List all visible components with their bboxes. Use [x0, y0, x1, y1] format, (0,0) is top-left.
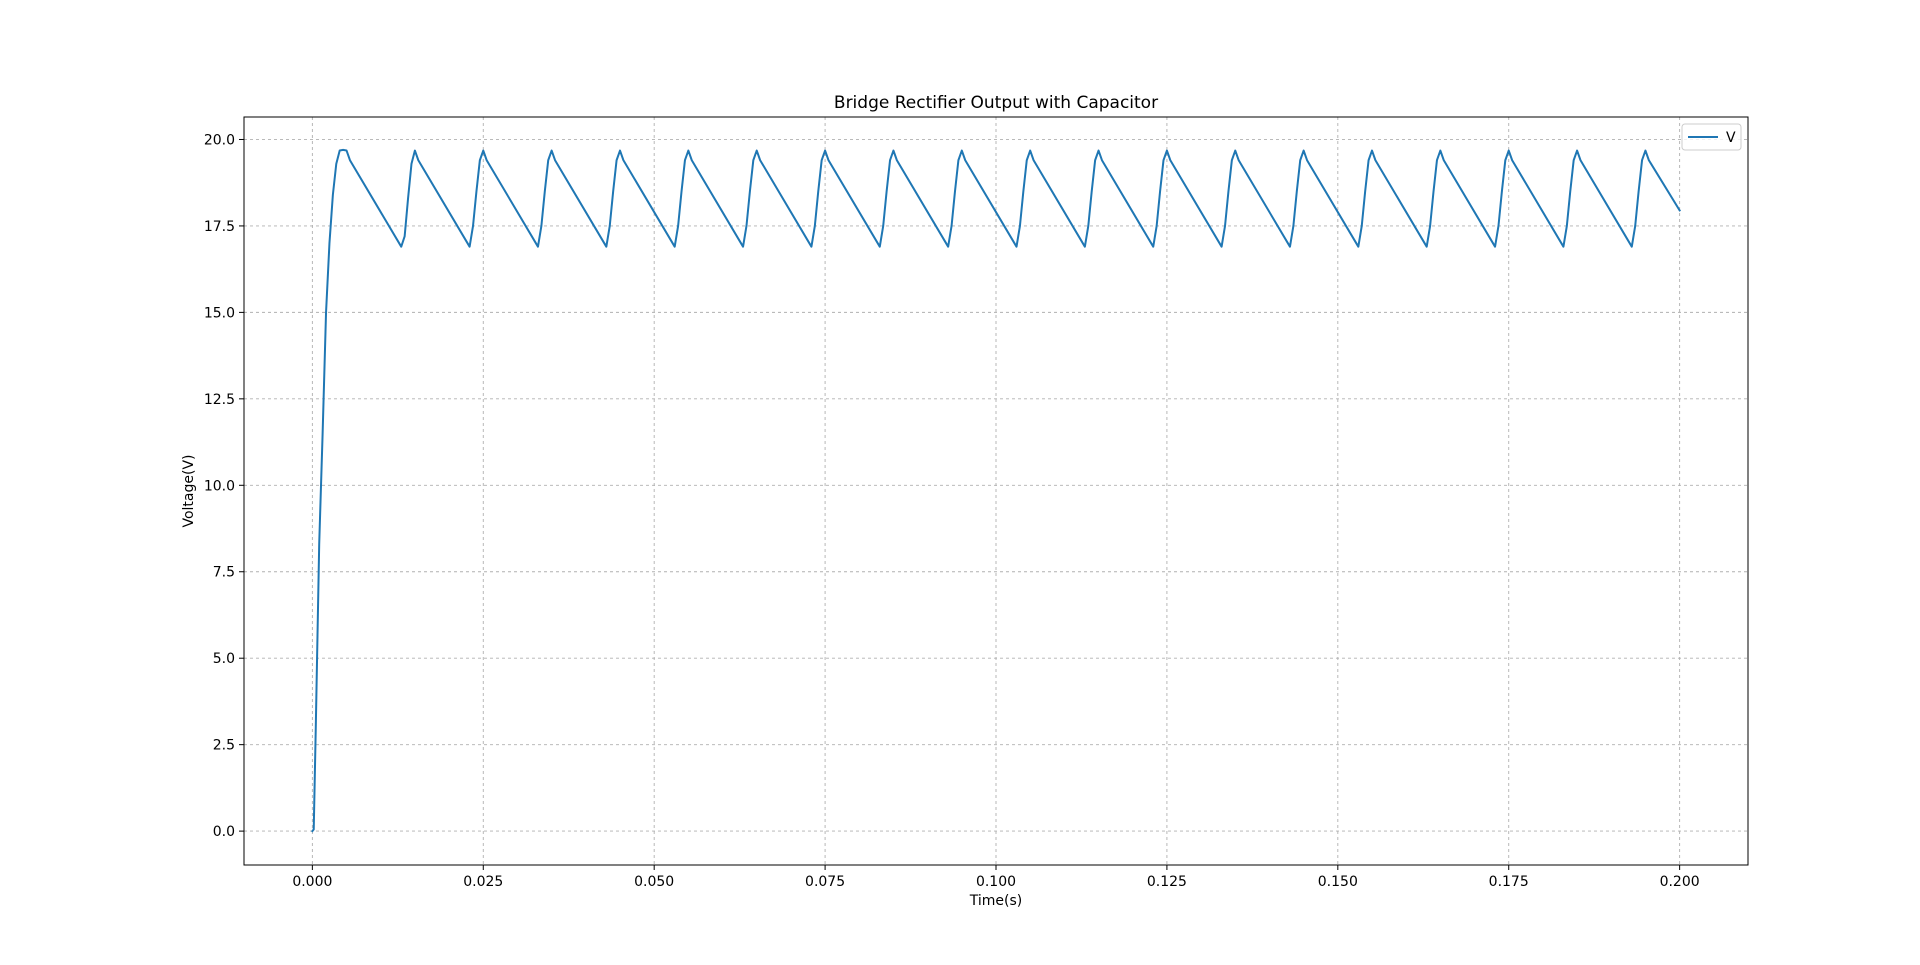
x-tick-label: 0.100 [976, 874, 1016, 890]
x-axis-label: Time(s) [969, 893, 1022, 909]
chart-title: Bridge Rectifier Output with Capacitor [834, 93, 1158, 113]
grid [244, 117, 1748, 865]
x-tick-label: 0.200 [1660, 874, 1700, 890]
x-tick-label: 0.025 [463, 874, 503, 890]
y-tick-label: 5.0 [213, 651, 235, 667]
x-tick-label: 0.000 [292, 874, 332, 890]
y-axis-label: Voltage(V) [181, 454, 197, 527]
legend: V [1681, 123, 1742, 151]
y-tick-label: 17.5 [204, 219, 235, 235]
y-tick-label: 0.0 [213, 824, 235, 840]
legend-label-v: V [1726, 130, 1736, 146]
series-line-v [310, 148, 1682, 833]
y-tick-label: 15.0 [204, 305, 235, 321]
y-tick-label: 12.5 [204, 392, 235, 408]
y-tick-label: 10.0 [204, 478, 235, 494]
y-axis-ticks: 0.0 2.5 5.0 7.5 10.0 12.5 15.0 17.5 20.0 [204, 132, 244, 840]
x-axis-ticks: 0.000 0.025 0.050 0.075 0.100 0.125 0.150 0.175… [292, 865, 1700, 890]
x-tick-label: 0.150 [1318, 874, 1358, 890]
y-tick-label: 2.5 [213, 738, 235, 754]
y-tick-label: 7.5 [213, 565, 235, 581]
x-tick-label: 0.050 [634, 874, 674, 890]
x-tick-label: 0.075 [805, 874, 845, 890]
x-tick-label: 0.125 [1147, 874, 1187, 890]
series-layer [310, 148, 1682, 833]
x-tick-label: 0.175 [1489, 874, 1529, 890]
y-tick-label: 20.0 [204, 132, 235, 148]
